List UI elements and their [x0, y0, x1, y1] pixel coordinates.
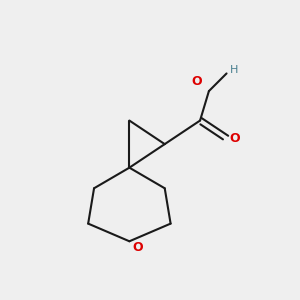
Text: O: O [230, 132, 240, 145]
Text: H: H [230, 65, 238, 76]
Text: O: O [132, 241, 143, 254]
Text: O: O [192, 75, 203, 88]
